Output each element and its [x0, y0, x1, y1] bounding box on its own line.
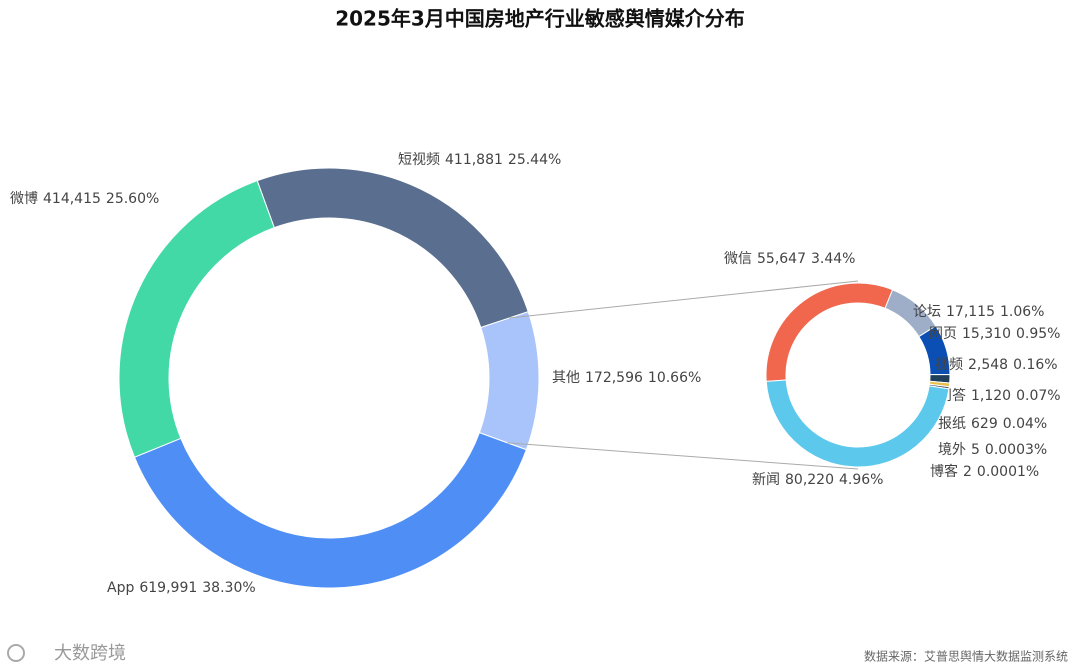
slice-label: 视频 2,548 0.16%: [935, 357, 1058, 373]
category-label: 网页: [929, 326, 957, 342]
category-label: 新闻: [752, 472, 780, 488]
source: 数据来源：艾普思舆情大数据监测系统: [864, 649, 1068, 664]
value-label: 414,415: [43, 191, 101, 207]
value-label: 17,115: [946, 304, 995, 320]
slice-label: 新闻 80,220 4.96%: [752, 472, 883, 488]
value-label: 5: [971, 442, 980, 458]
slice-label: 论坛 17,115 1.06%: [913, 304, 1044, 320]
slice: [133, 432, 528, 589]
percent-label: 0.16%: [1013, 357, 1057, 373]
percent-label: 0.0001%: [977, 464, 1039, 480]
slice-label: 其他 172,596 10.66%: [552, 370, 701, 386]
value-label: 55,647: [757, 251, 806, 267]
value-label: 2: [963, 464, 972, 480]
slice: [118, 180, 275, 458]
percent-label: 0.95%: [1016, 326, 1060, 342]
slice-label: 网页 15,310 0.95%: [929, 326, 1060, 342]
percent-label: 3.44%: [811, 251, 855, 267]
value-label: 619,991: [139, 580, 197, 596]
connector: [509, 280, 859, 319]
percent-label: 4.96%: [839, 472, 883, 488]
category-label: 微信: [724, 251, 752, 267]
value-label: 15,310: [962, 326, 1011, 342]
category-label: 微博: [10, 190, 38, 207]
category-label: 视频: [935, 357, 963, 373]
value-label: 629: [971, 416, 998, 432]
percent-label: 0.04%: [1003, 416, 1047, 432]
slice-label: 短视频 411,881 25.44%: [398, 152, 561, 168]
category-label: 博客: [930, 463, 958, 480]
percent-label: 1.06%: [1000, 304, 1044, 320]
value-label: 172,596: [585, 370, 643, 386]
value-label: 2,548: [968, 357, 1008, 373]
percent-label: 25.44%: [508, 152, 561, 168]
percent-label: 0.07%: [1016, 388, 1060, 404]
slice-label: 报纸 629 0.04%: [938, 416, 1047, 432]
slice: [765, 282, 894, 382]
slice: [478, 311, 540, 451]
value-label: 1,120: [971, 388, 1011, 404]
logo: 大数跨境: [54, 643, 126, 664]
slice-label: 微博 414,415 25.60%: [10, 190, 159, 207]
slice-label: 境外 5 0.0003%: [938, 442, 1047, 458]
category-label: 论坛: [913, 304, 941, 320]
percent-label: 10.66%: [648, 370, 701, 386]
category-label: 境外: [938, 442, 966, 458]
value-label: 411,881: [445, 152, 503, 168]
category-label: 短视频: [398, 152, 440, 168]
category-label: 其他: [552, 370, 580, 386]
connector: [507, 442, 859, 470]
percent-label: 0.0003%: [985, 442, 1047, 458]
slice-label: 博客 2 0.0001%: [930, 463, 1039, 480]
slice-label: App 619,991 38.30%: [107, 580, 256, 596]
chart-title: 2025年3月中国房地产行业敏感舆情媒介分布: [335, 7, 745, 31]
logo-icon: [7, 644, 25, 662]
slice-label: 微信 55,647 3.44%: [724, 251, 855, 267]
percent-label: 38.30%: [202, 580, 255, 596]
slice-label: 问答 1,120 0.07%: [938, 387, 1061, 404]
category-label: App: [107, 580, 134, 596]
slice: [256, 167, 529, 329]
category-label: 报纸: [938, 416, 966, 432]
percent-label: 25.60%: [106, 191, 159, 207]
value-label: 80,220: [785, 472, 834, 488]
slice: [765, 379, 950, 468]
